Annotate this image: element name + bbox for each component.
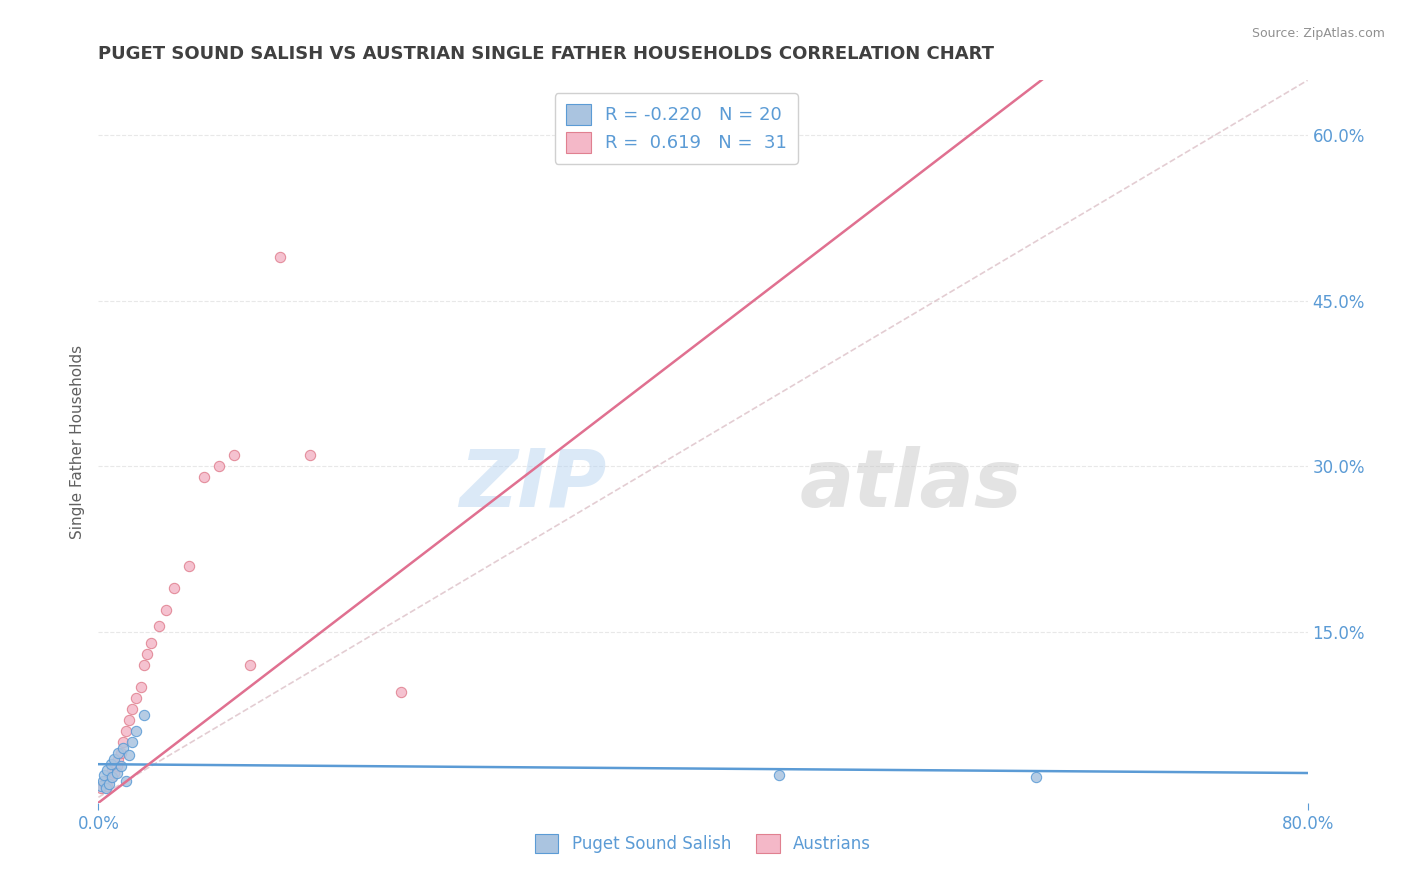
Text: PUGET SOUND SALISH VS AUSTRIAN SINGLE FATHER HOUSEHOLDS CORRELATION CHART: PUGET SOUND SALISH VS AUSTRIAN SINGLE FA… [98,45,994,63]
Point [299,448,322,462]
Point [132,707,155,722]
Text: atlas: atlas [800,446,1022,524]
Point [132,657,155,672]
Point [111,740,134,755]
Point [111,735,134,749]
Point [193,470,215,484]
Point [105,766,128,780]
Point [125,724,148,739]
Point [96,763,118,777]
Point [163,581,186,595]
Point [135,647,157,661]
Point [101,771,124,785]
Point [91,773,114,788]
Point [389,685,412,699]
Point [100,771,122,785]
Point [94,781,117,796]
Point [118,713,141,727]
Point [125,691,148,706]
Point [94,773,117,788]
Point [101,763,124,777]
Point [129,680,152,694]
Text: Source: ZipAtlas.com: Source: ZipAtlas.com [1251,27,1385,40]
Point [141,636,163,650]
Text: ZIP: ZIP [458,446,606,524]
Point [118,748,141,763]
Point [110,746,132,760]
Point [103,766,125,780]
Point [269,250,291,264]
Point [90,781,112,796]
Point [103,752,125,766]
Point [148,619,170,633]
Point [110,759,132,773]
Point [239,657,262,672]
Point [107,746,129,760]
Point [121,702,143,716]
Point [179,558,201,573]
Point [105,759,128,773]
Point [90,779,112,793]
Point [96,779,118,793]
Point [93,768,115,782]
Point [98,777,121,791]
Y-axis label: Single Father Households: Single Father Households [69,344,84,539]
Point [208,459,231,474]
Point [121,735,143,749]
Point [1024,771,1046,785]
Point [104,757,127,772]
Point [114,724,136,739]
Legend: Puget Sound Salish, Austrians: Puget Sound Salish, Austrians [529,827,877,860]
Point [114,773,136,788]
Point [93,777,115,791]
Point [100,757,122,772]
Point [224,448,246,462]
Point [768,768,790,782]
Point [155,603,177,617]
Point [107,752,129,766]
